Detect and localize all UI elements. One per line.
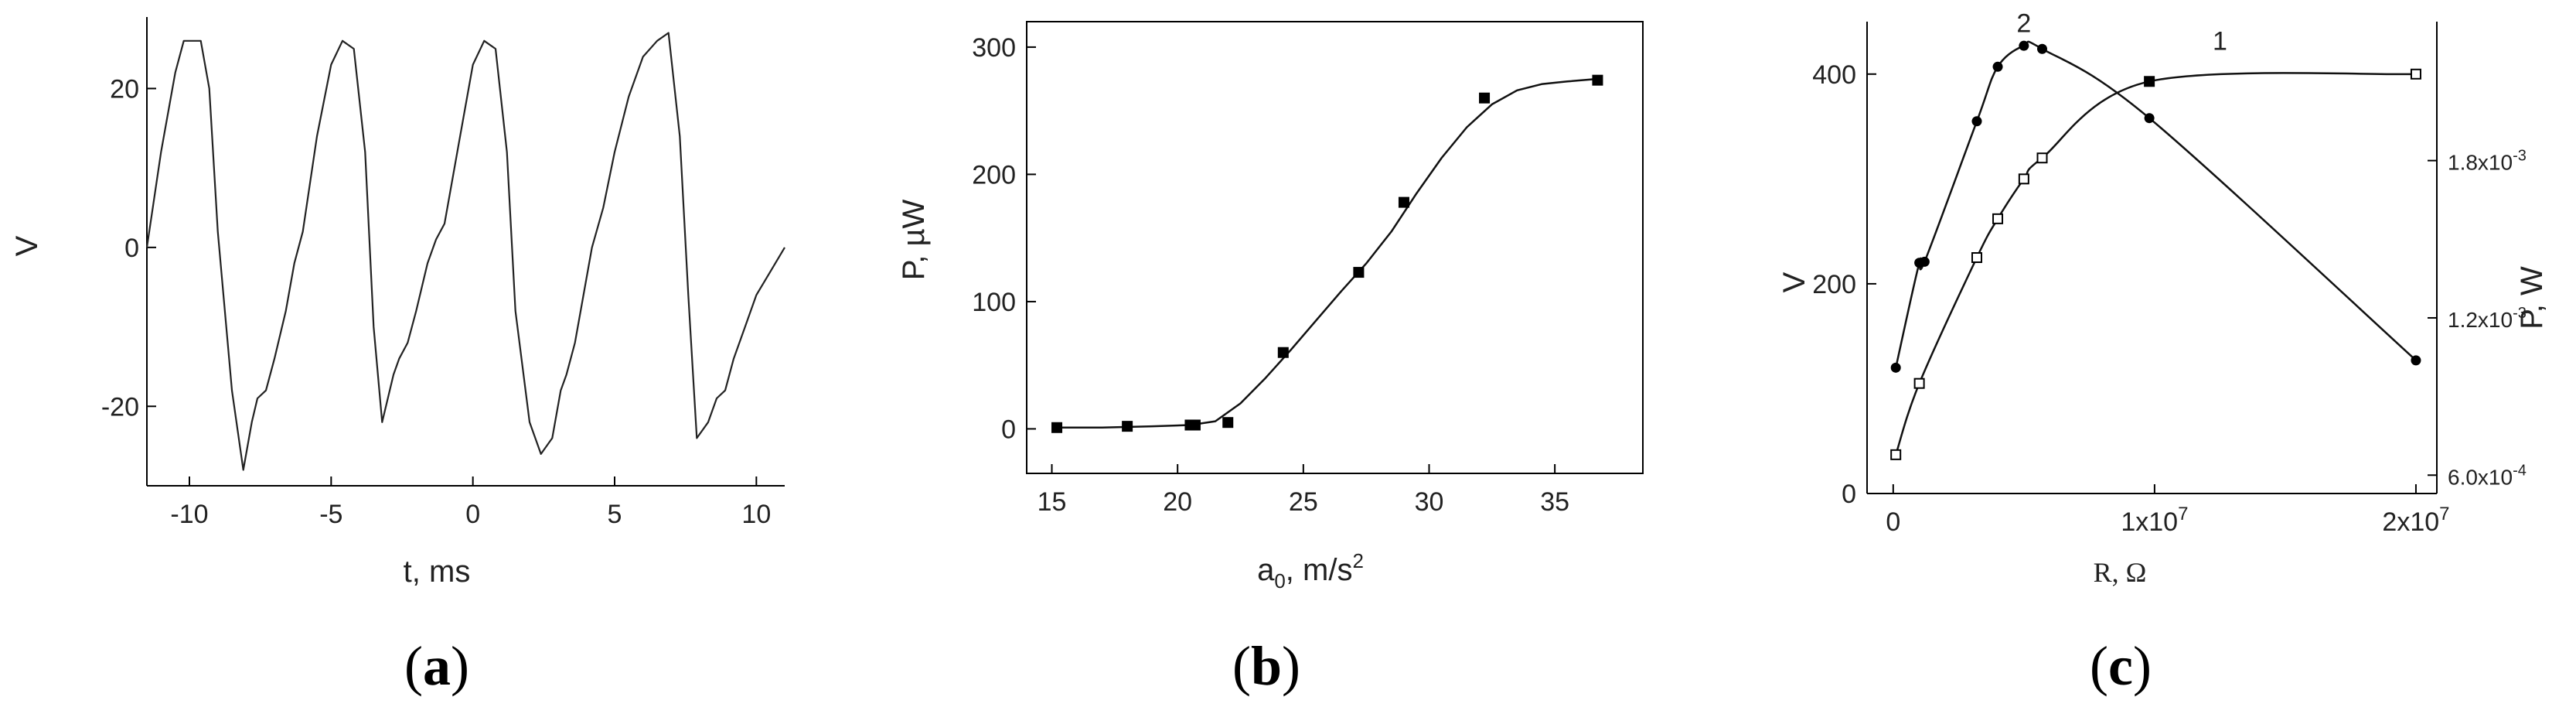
panel-b-x-tick-label: 30 [1415,487,1444,517]
panel-b-xlabel: a0, m/s2 [1257,549,1364,593]
panel-a-ylabel: V [10,235,44,256]
panel-c-y-tick-label: 200 [1812,270,1856,299]
panel-c-point-series-1 [1992,213,2004,224]
panel-c-y2-tick-label: 1.2x10-3 [2448,305,2527,332]
panel-b-letter: (b) [1232,635,1300,697]
panel-b-fit-curve [1051,77,1598,429]
panel-c-letter: (c) [2090,635,2152,697]
panel-c-point-series-2 [1992,61,2003,72]
panel-b-y-tick-label: 200 [972,160,1016,190]
panel-c-point-series-1 [2036,152,2048,164]
panel-b-data-point [1398,196,1409,208]
panel-b-data-point [1051,422,1063,433]
panel-a-x-tick-label: -10 [170,500,208,529]
panel-c-curve-label-2: 2 [2016,9,2031,39]
panel-a-letter: (a) [404,635,469,697]
panel-c-ylabel: V [1777,272,1811,292]
panel-b-x-tick-label: 20 [1163,487,1192,517]
panel-b-x-tick-label: 25 [1289,487,1318,517]
panel-c-point-series-2 [1919,256,1930,267]
panel-c-point-series-2 [1971,116,1982,127]
panel-a-xlabel: t, ms [404,555,471,589]
panel-a-x-tick-label: 5 [608,500,622,529]
panel-c-point-series-1 [1971,252,1982,263]
panel-c-x-tick-label: 2x107 [2382,504,2449,537]
panel-a: V t, ms (a) -10 -5 0 5 10 -20 0 20 [10,17,785,697]
panel-b-y-tick-label: 100 [972,288,1016,317]
panel-a-signal-line [145,32,785,471]
panel-a-y-tick-label: -20 [101,392,139,422]
panel-c-point-series-2 [2411,355,2421,366]
panel-a-x-tick-label: 0 [465,500,480,529]
panel-a-y-tick-label: 0 [124,234,139,263]
panel-b-data-point [1277,347,1289,358]
panel-c: V P, W R, Ω (c) 0 1x107 2x107 0 200 400 6.0x10… [1777,9,2549,697]
panel-b-data-point [1122,421,1133,432]
panel-c-y2-tick-label: 6.0x10-4 [2448,462,2527,489]
panel-c-point-series-2 [2144,113,2155,124]
panel-c-xlabel: R, Ω [2094,557,2147,588]
panel-a-x-tick-label: -5 [319,500,342,529]
panel-b-data-point [1479,92,1491,104]
panel-a-x-tick-label: 10 [741,500,771,529]
panel-c-point-series-1 [1913,377,1925,389]
panel-c-point-series-1 [1890,449,1902,460]
panel-c-y-tick-label: 400 [1812,60,1856,90]
panel-c-point-series-2 [2037,43,2048,54]
panel-c-x-tick-label: 1x107 [2121,504,2188,537]
panel-b-data-point [1189,419,1201,431]
panel-b-data-point [1353,267,1365,278]
panel-c-point-series-2 [1890,362,1901,373]
panel-c-y2label: P, W [2515,266,2549,330]
panel-c-point-series-2 [2019,40,2029,51]
panel-b: P, µW a0, m/s2 (b) 15 20 25 30 35 0 100 200 300 [897,21,1644,697]
panel-a-y-tick-label: 20 [110,74,139,104]
panel-b-y-tick-label: 0 [1001,415,1016,444]
panel-b-x-tick-label: 35 [1540,487,1569,517]
panel-b-frame [1026,21,1644,474]
panel-c-curve-2 [1894,40,2417,368]
panel-c-point-series-1 [2018,173,2029,185]
panel-b-x-tick-label: 15 [1038,487,1067,517]
panel-c-y-tick-label: 0 [1842,480,1856,509]
panel-b-ylabel: P, µW [897,199,931,280]
panel-c-curve-label-1: 1 [2213,27,2227,56]
panel-c-x-tick-label: 0 [1886,507,1900,537]
panel-c-y2-tick-label: 1.8x10-3 [2448,148,2527,175]
panel-b-data-point [1592,74,1603,86]
panel-c-point-series-1-filled [2145,77,2155,87]
panel-b-y-tick-label: 300 [972,33,1016,63]
panel-b-data-point [1222,417,1234,429]
panel-c-point-series-1 [2410,68,2421,80]
